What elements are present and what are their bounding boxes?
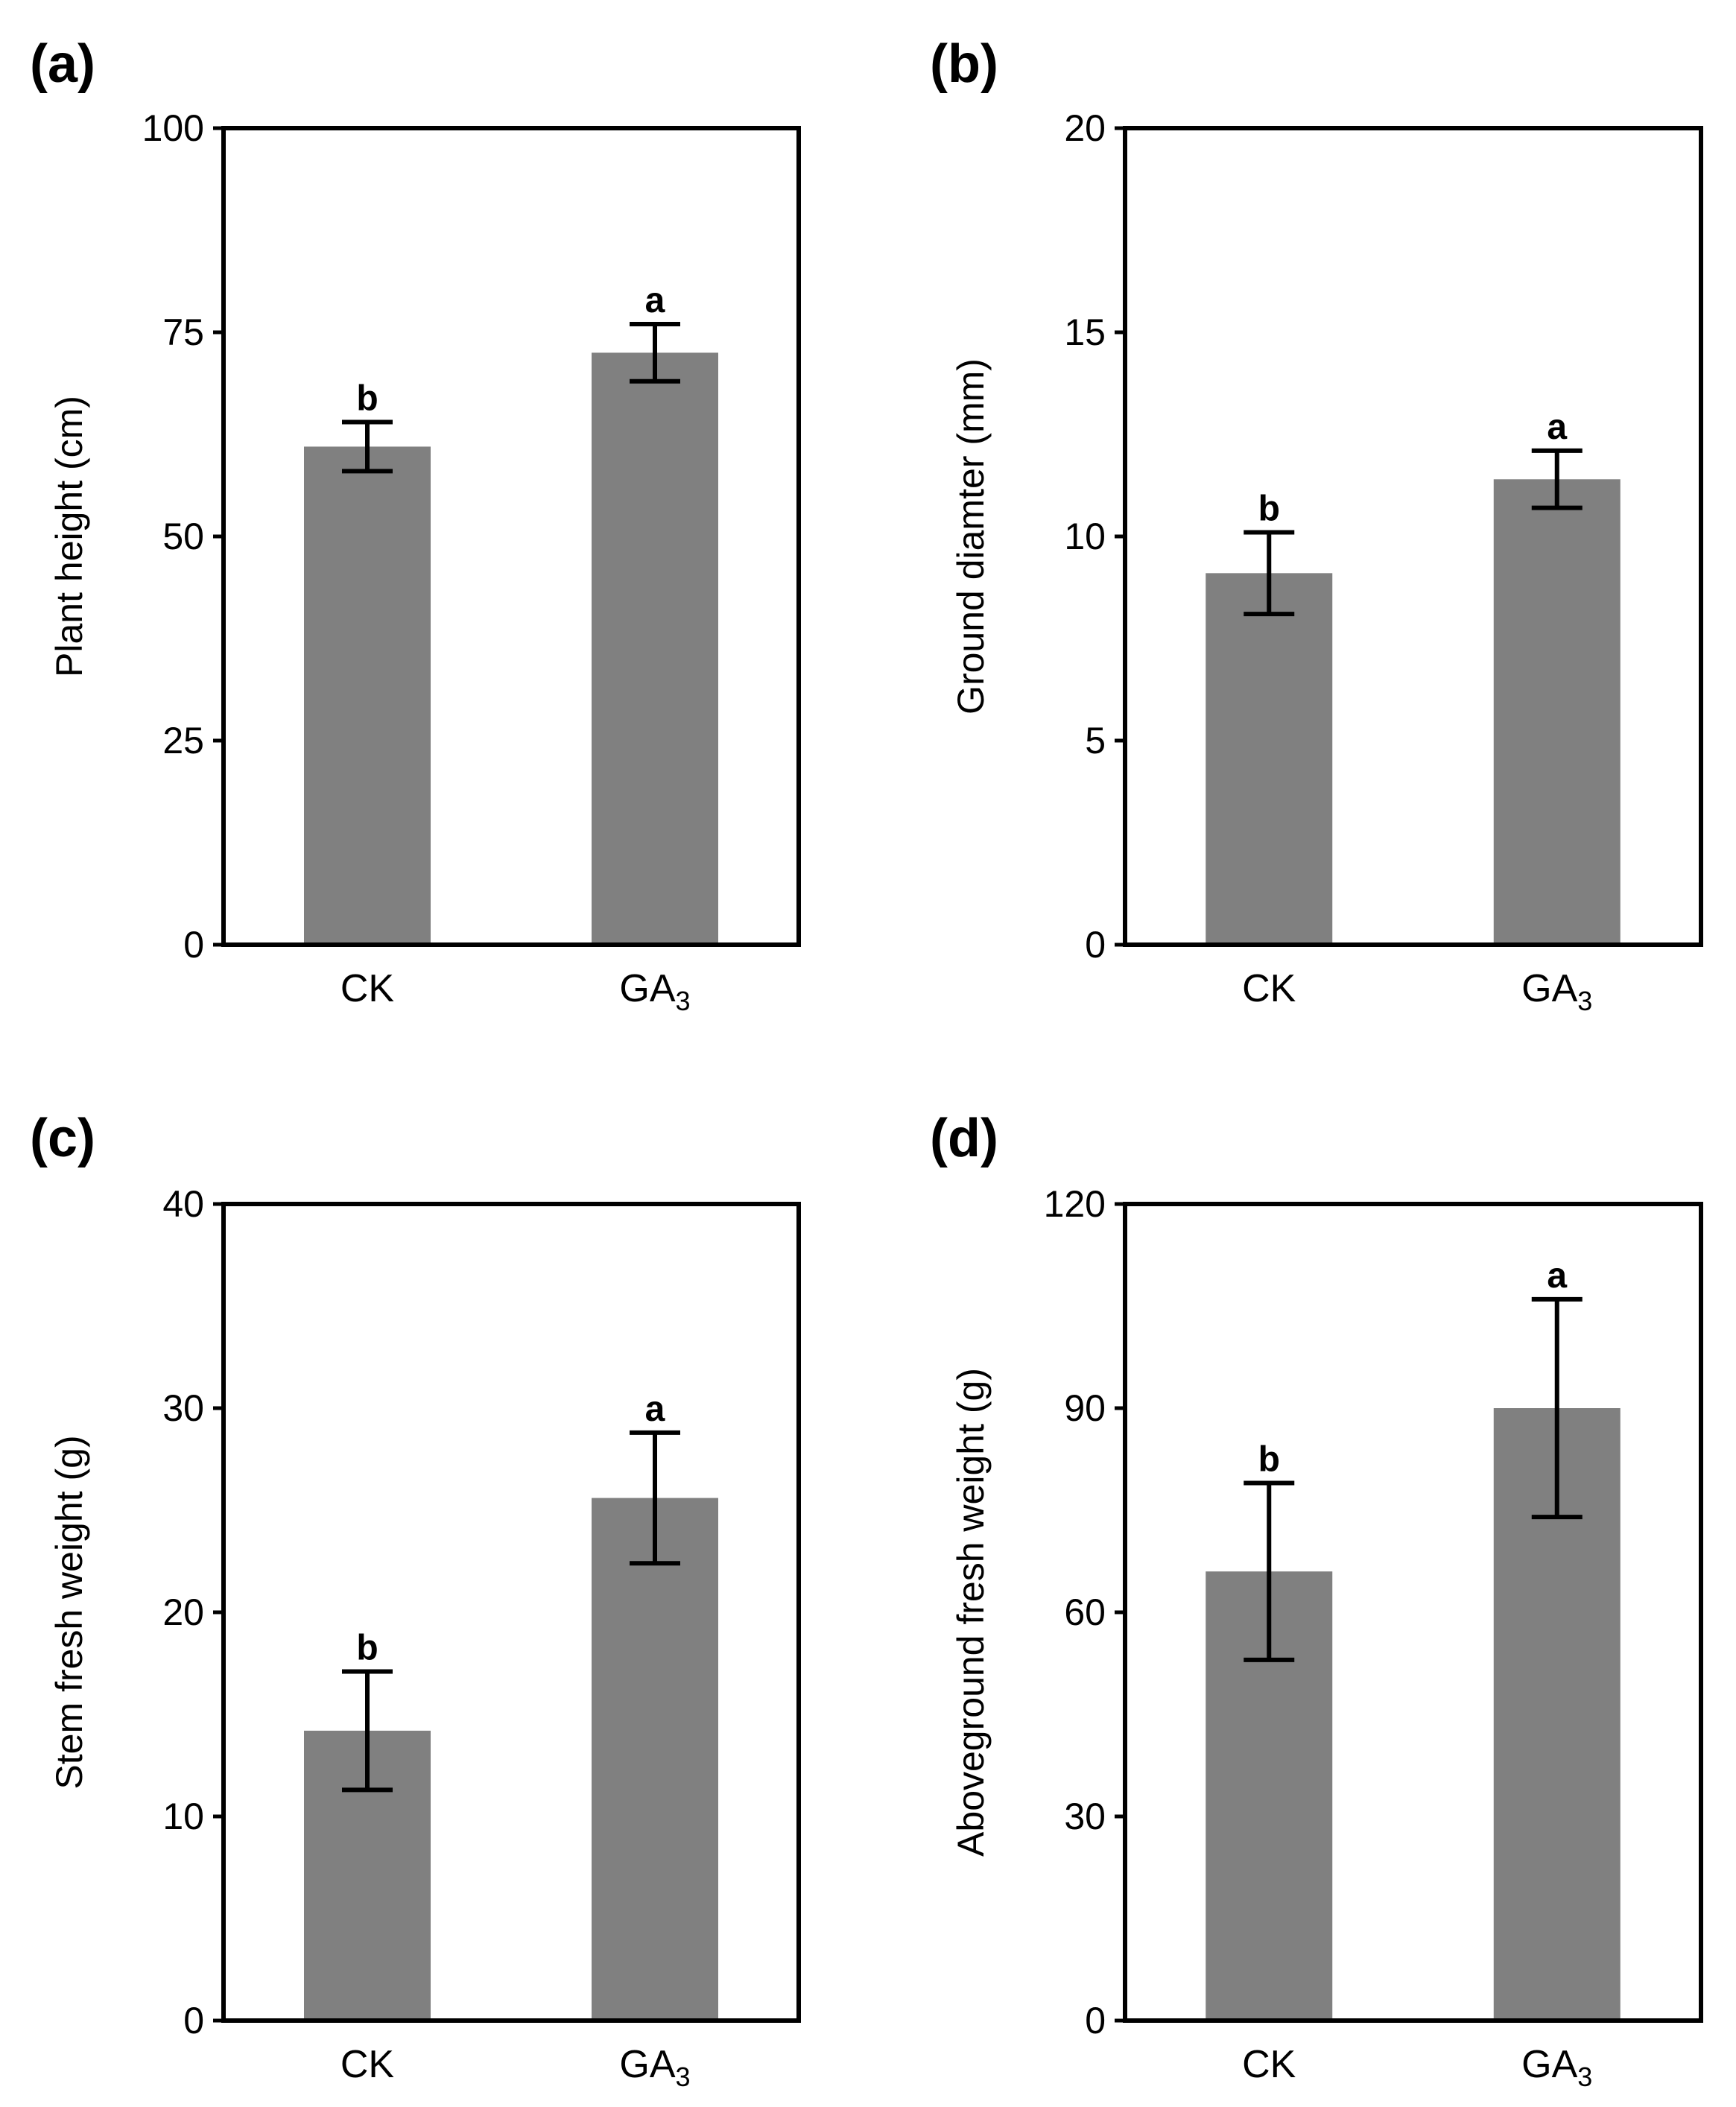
y-tick-label: 20 [162, 1591, 204, 1633]
significance-letter: a [645, 281, 665, 320]
y-tick-label: 0 [1085, 924, 1106, 966]
category-label: GA3 [1521, 967, 1592, 1016]
y-tick-label: 75 [162, 311, 204, 353]
bar-ga [1493, 479, 1621, 945]
y-axis-title: Stem fresh weight (g) [48, 1435, 90, 1789]
y-tick-label: 30 [162, 1387, 204, 1429]
y-tick-label: 0 [183, 924, 204, 966]
chart-panel-2: (b) b CK a GA3 0 5 10 15 20 Ground diamter (mm) [930, 34, 1703, 1016]
y-tick-label: 60 [1064, 1591, 1106, 1633]
y-tick-label: 0 [183, 2000, 204, 2041]
significance-letter: b [1258, 1439, 1280, 1479]
y-tick-label: 30 [1064, 1796, 1106, 1837]
y-tick-label: 20 [1064, 107, 1106, 149]
significance-letter: b [1258, 489, 1280, 529]
error-bar [1531, 1296, 1583, 1520]
category-label: GA3 [619, 967, 690, 1016]
y-tick-label: 0 [1085, 2000, 1106, 2041]
chart-panel-4: (d) b CK a GA3 0 30 60 90 120 Aboveground fresh we… [930, 1109, 1703, 2092]
error-bar [342, 419, 393, 474]
y-tick-label: 10 [162, 1796, 204, 1837]
significance-letter: b [356, 379, 378, 419]
bar-ck [1206, 573, 1333, 945]
significance-letter: b [356, 1628, 378, 1667]
panel-label: (c) [30, 1109, 95, 1168]
significance-letter: a [645, 1390, 665, 1429]
error-bar [630, 322, 680, 384]
panel-label: (d) [930, 1109, 998, 1168]
y-tick-label: 40 [162, 1183, 204, 1225]
y-tick-label: 15 [1064, 311, 1106, 353]
category-label: CK [340, 2043, 395, 2086]
y-axis-title: Aboveground fresh weight (g) [950, 1368, 992, 1857]
panel-label: (a) [30, 34, 95, 94]
category-label: CK [340, 967, 395, 1010]
error-bar [1244, 530, 1295, 617]
bar-ga [592, 352, 718, 945]
y-axis-title: Ground diamter (mm) [950, 358, 992, 715]
y-tick-label: 5 [1085, 720, 1106, 761]
bar-ck [304, 446, 431, 945]
chart-panel-3: (c) b CK a GA3 0 10 20 30 40 Stem fresh weight (g) [30, 1109, 801, 2092]
category-label: CK [1242, 967, 1296, 1010]
category-label: GA3 [619, 2043, 690, 2092]
panel-label: (b) [930, 34, 998, 94]
y-axis-title: Plant height (cm) [48, 396, 90, 677]
bar-ga [592, 1498, 718, 2021]
significance-letter: a [1547, 1256, 1567, 1296]
y-tick-label: 100 [142, 107, 204, 149]
chart-panel-1: (a) b CK a GA3 0 25 50 75 100 Plant height (cm) [30, 34, 801, 1016]
category-label: GA3 [1521, 2043, 1592, 2092]
y-tick-label: 90 [1064, 1387, 1106, 1429]
error-bar [1531, 448, 1583, 510]
y-tick-label: 10 [1064, 516, 1106, 557]
error-bar [342, 1669, 393, 1793]
error-bar [630, 1430, 680, 1566]
y-tick-label: 120 [1044, 1183, 1106, 1225]
category-label: CK [1242, 2043, 1296, 2086]
y-tick-label: 50 [162, 516, 204, 557]
significance-letter: a [1547, 408, 1567, 447]
error-bar [1244, 1480, 1295, 1662]
y-tick-label: 25 [162, 720, 204, 761]
